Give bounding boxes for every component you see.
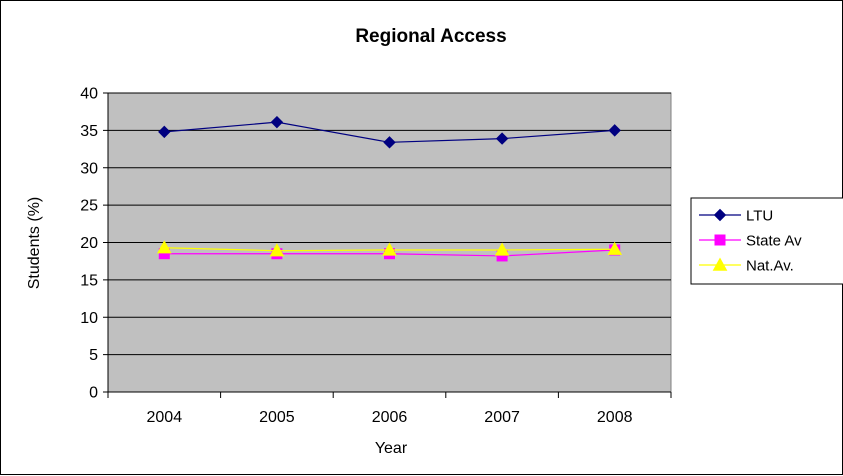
data-point bbox=[158, 125, 171, 139]
y-tick-label: 25 bbox=[80, 198, 98, 215]
y-tick-label: 0 bbox=[89, 385, 98, 402]
series-0 bbox=[158, 115, 621, 149]
legend: LTU State Av Nat.Av. bbox=[690, 197, 843, 285]
grid-lines bbox=[108, 92, 671, 356]
data-point bbox=[382, 242, 397, 256]
data-point bbox=[495, 132, 509, 145]
legend-label: LTU bbox=[746, 208, 773, 225]
legend-marker bbox=[714, 234, 726, 246]
y-tick-label: 30 bbox=[80, 160, 98, 177]
legend-entry: State Av bbox=[699, 233, 802, 250]
legend-marker bbox=[713, 208, 727, 222]
chart-title: Regional Access bbox=[355, 26, 506, 47]
data-point bbox=[383, 136, 396, 149]
legend-entry: Nat.Av. bbox=[699, 257, 794, 275]
series-2 bbox=[156, 240, 623, 257]
legend-label: Nat.Av. bbox=[746, 258, 794, 275]
x-tick-label: 2008 bbox=[597, 409, 633, 426]
y-tick-label: 10 bbox=[80, 310, 98, 327]
y-tick-label: 5 bbox=[89, 347, 98, 364]
y-tick-label: 20 bbox=[80, 235, 98, 252]
y-axis-ticks: 0 5 10 15 20 25 30 35 40 bbox=[80, 86, 108, 402]
series-layer bbox=[156, 115, 623, 262]
data-point bbox=[269, 243, 285, 257]
data-point bbox=[608, 124, 621, 137]
y-tick-label: 15 bbox=[80, 272, 98, 289]
data-point bbox=[156, 240, 172, 254]
data-point bbox=[270, 115, 284, 129]
legend-marker bbox=[712, 257, 728, 271]
x-tick-label: 2006 bbox=[372, 409, 408, 426]
data-point bbox=[494, 242, 510, 256]
y-tick-label: 40 bbox=[80, 86, 98, 103]
legend-label: State Av bbox=[746, 233, 802, 250]
x-tick-label: 2007 bbox=[484, 409, 520, 426]
x-axis-ticks: 2004 2005 2006 2007 2008 bbox=[107, 392, 672, 426]
y-tick-label: 35 bbox=[80, 123, 98, 140]
x-tick-label: 2004 bbox=[147, 409, 183, 426]
y-axis-label: Students (%) bbox=[26, 197, 43, 289]
x-axis-label: Year bbox=[375, 440, 408, 457]
legend-entry: LTU bbox=[699, 208, 773, 225]
data-point bbox=[607, 241, 623, 255]
x-tick-label: 2005 bbox=[259, 409, 295, 426]
